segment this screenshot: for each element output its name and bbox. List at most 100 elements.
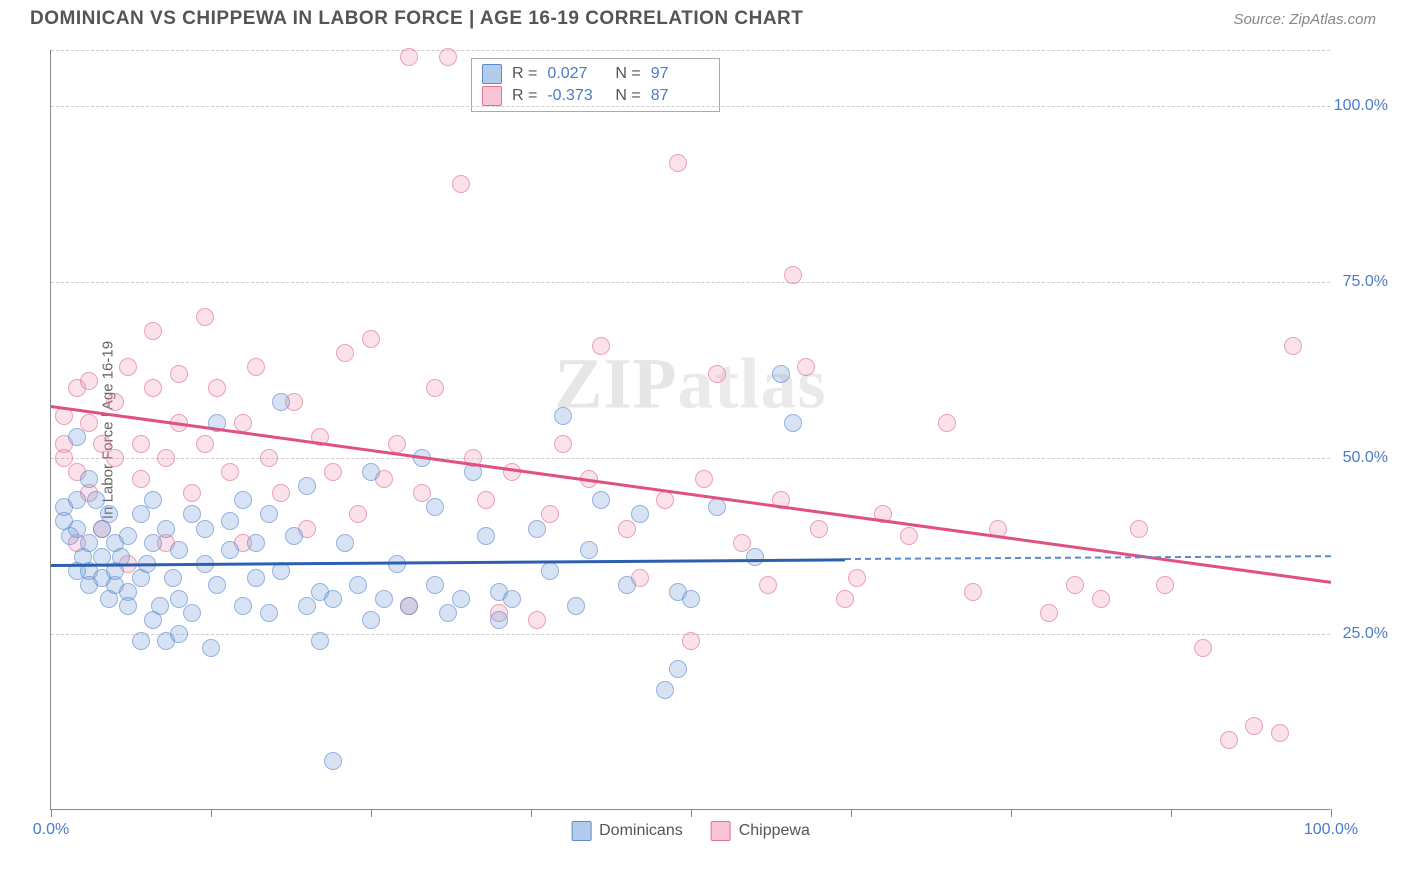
gridline [51, 282, 1330, 283]
data-point-chippewa [695, 470, 713, 488]
data-point-chippewa [1066, 576, 1084, 594]
data-point-dominicans [554, 407, 572, 425]
data-point-dominicans [196, 520, 214, 538]
data-point-chippewa [503, 463, 521, 481]
data-point-dominicans [362, 463, 380, 481]
data-point-chippewa [388, 435, 406, 453]
data-point-dominicans [298, 477, 316, 495]
y-tick-label: 75.0% [1343, 273, 1388, 291]
x-tick [371, 809, 372, 817]
x-tick [1011, 809, 1012, 817]
data-point-dominicans [618, 576, 636, 594]
data-point-dominicans [164, 569, 182, 587]
data-point-chippewa [426, 379, 444, 397]
data-point-dominicans [144, 491, 162, 509]
data-point-dominicans [784, 414, 802, 432]
correlation-legend: R = 0.027 N = 97 R = -0.373 N = 87 [471, 58, 720, 112]
trend-line-dominicans [51, 558, 845, 566]
data-point-chippewa [900, 527, 918, 545]
data-point-chippewa [528, 611, 546, 629]
data-point-dominicans [234, 597, 252, 615]
data-point-chippewa [810, 520, 828, 538]
data-point-chippewa [439, 48, 457, 66]
legend-item-chippewa: Chippewa [711, 821, 810, 841]
data-point-dominicans [247, 534, 265, 552]
data-point-chippewa [682, 632, 700, 650]
data-point-chippewa [132, 470, 150, 488]
x-tick [1331, 809, 1332, 817]
data-point-dominicans [400, 597, 418, 615]
x-tick [1171, 809, 1172, 817]
swatch-dominicans-icon [482, 64, 502, 84]
trend-line-dominicans-extrapolated [845, 555, 1331, 560]
data-point-chippewa [247, 358, 265, 376]
data-point-chippewa [234, 414, 252, 432]
n-label: N = [615, 87, 640, 105]
data-point-dominicans [132, 632, 150, 650]
chart-title: DOMINICAN VS CHIPPEWA IN LABOR FORCE | A… [30, 8, 803, 30]
data-point-chippewa [324, 463, 342, 481]
data-point-chippewa [1271, 724, 1289, 742]
n-label: N = [615, 65, 640, 83]
swatch-chippewa-icon [482, 86, 502, 106]
data-point-chippewa [336, 344, 354, 362]
data-point-dominicans [260, 604, 278, 622]
series-legend: Dominicans Chippewa [571, 821, 810, 841]
data-point-chippewa [106, 393, 124, 411]
data-point-dominicans [68, 428, 86, 446]
data-point-dominicans [362, 611, 380, 629]
data-point-dominicans [298, 597, 316, 615]
data-point-chippewa [183, 484, 201, 502]
data-point-dominicans [375, 590, 393, 608]
data-point-chippewa [1194, 639, 1212, 657]
data-point-chippewa [836, 590, 854, 608]
source-label: Source: ZipAtlas.com [1233, 11, 1376, 28]
data-point-chippewa [132, 435, 150, 453]
watermark: ZIPatlas [554, 342, 826, 425]
data-point-chippewa [1220, 731, 1238, 749]
data-point-chippewa [554, 435, 572, 453]
r-value-a: 0.027 [547, 65, 605, 83]
data-point-chippewa [196, 435, 214, 453]
data-point-dominicans [503, 590, 521, 608]
data-point-dominicans [426, 498, 444, 516]
data-point-chippewa [208, 379, 226, 397]
data-point-chippewa [221, 463, 239, 481]
data-point-chippewa [144, 379, 162, 397]
data-point-chippewa [1245, 717, 1263, 735]
data-point-chippewa [964, 583, 982, 601]
data-point-chippewa [452, 175, 470, 193]
data-point-dominicans [349, 576, 367, 594]
data-point-chippewa [349, 505, 367, 523]
data-point-dominicans [170, 541, 188, 559]
gridline [51, 50, 1330, 51]
data-point-chippewa [592, 337, 610, 355]
r-value-b: -0.373 [547, 87, 605, 105]
x-tick-label: 0.0% [33, 821, 69, 839]
data-point-chippewa [260, 449, 278, 467]
data-point-dominicans [272, 393, 290, 411]
r-label: R = [512, 87, 537, 105]
data-point-dominicans [119, 527, 137, 545]
swatch-chippewa-icon [711, 821, 731, 841]
y-tick-label: 100.0% [1334, 97, 1388, 115]
data-point-dominicans [592, 491, 610, 509]
data-point-chippewa [784, 266, 802, 284]
r-label: R = [512, 65, 537, 83]
data-point-chippewa [1284, 337, 1302, 355]
data-point-dominicans [183, 604, 201, 622]
data-point-chippewa [669, 154, 687, 172]
data-point-dominicans [208, 576, 226, 594]
data-point-chippewa [362, 330, 380, 348]
swatch-dominicans-icon [571, 821, 591, 841]
data-point-dominicans [144, 534, 162, 552]
data-point-chippewa [196, 308, 214, 326]
data-point-chippewa [106, 449, 124, 467]
data-point-dominicans [247, 569, 265, 587]
data-point-chippewa [477, 491, 495, 509]
data-point-chippewa [618, 520, 636, 538]
data-point-dominicans [260, 505, 278, 523]
data-point-dominicans [682, 590, 700, 608]
data-point-chippewa [656, 491, 674, 509]
legend-row-dominicans: R = 0.027 N = 97 [482, 63, 709, 85]
